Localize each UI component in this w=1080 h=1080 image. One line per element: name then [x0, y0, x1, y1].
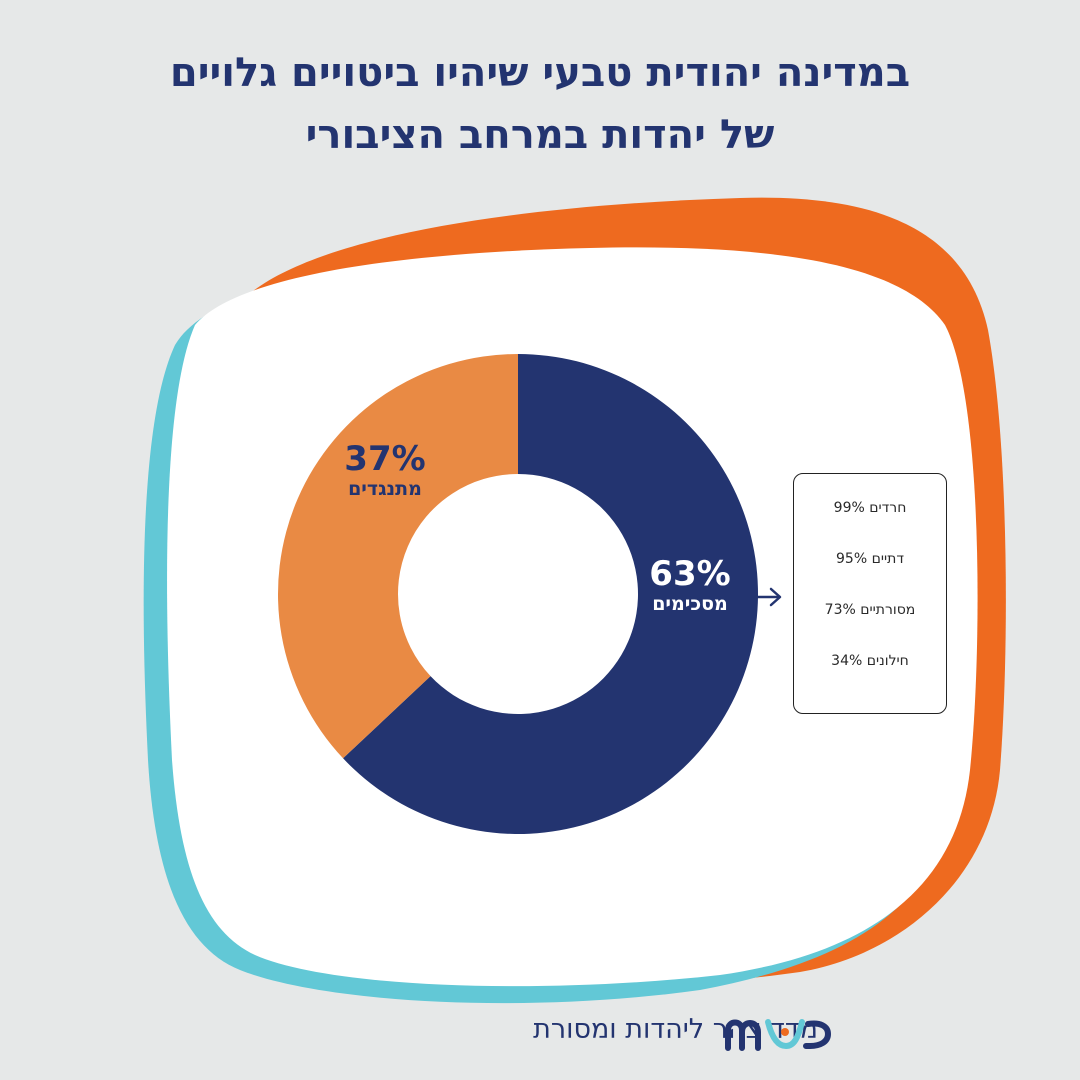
breakdown-item: חרדים 99% [833, 500, 907, 516]
breakdown-item: דתיים 95% [836, 551, 904, 567]
slice-value-oppose: 37% [344, 439, 426, 479]
footer: מדד צהר ליהדות ומסורת [0, 1002, 1080, 1066]
slice-label-oppose: 37% מתנגדים [315, 439, 455, 501]
slice-label-agree: 63% מסכימים [620, 554, 760, 616]
mashav-logo-icon [725, 1019, 832, 1051]
slice-value-agree: 63% [649, 554, 731, 594]
breakdown-item: חילונים 34% [831, 653, 909, 669]
breakdown-item: מסורתיים 73% [824, 602, 916, 618]
title-line-2: של יהדות במרחב הציבורי [305, 112, 775, 158]
chart-title: במדינה יהודית טבעי שיהיו ביטויים גלויים … [100, 42, 980, 166]
title-line-1: במדינה יהודית טבעי שיהיו ביטויים גלויים [169, 50, 911, 96]
slice-category-oppose: מתנגדים [348, 478, 422, 501]
donut-slice-agree [343, 354, 758, 834]
donut-slice-oppose [277, 354, 518, 759]
arrow-icon [754, 587, 782, 607]
slice-category-agree: מסכימים [652, 593, 728, 616]
breakdown-box: חרדים 99% דתיים 95% מסורתיים 73% חילונים… [793, 473, 947, 714]
